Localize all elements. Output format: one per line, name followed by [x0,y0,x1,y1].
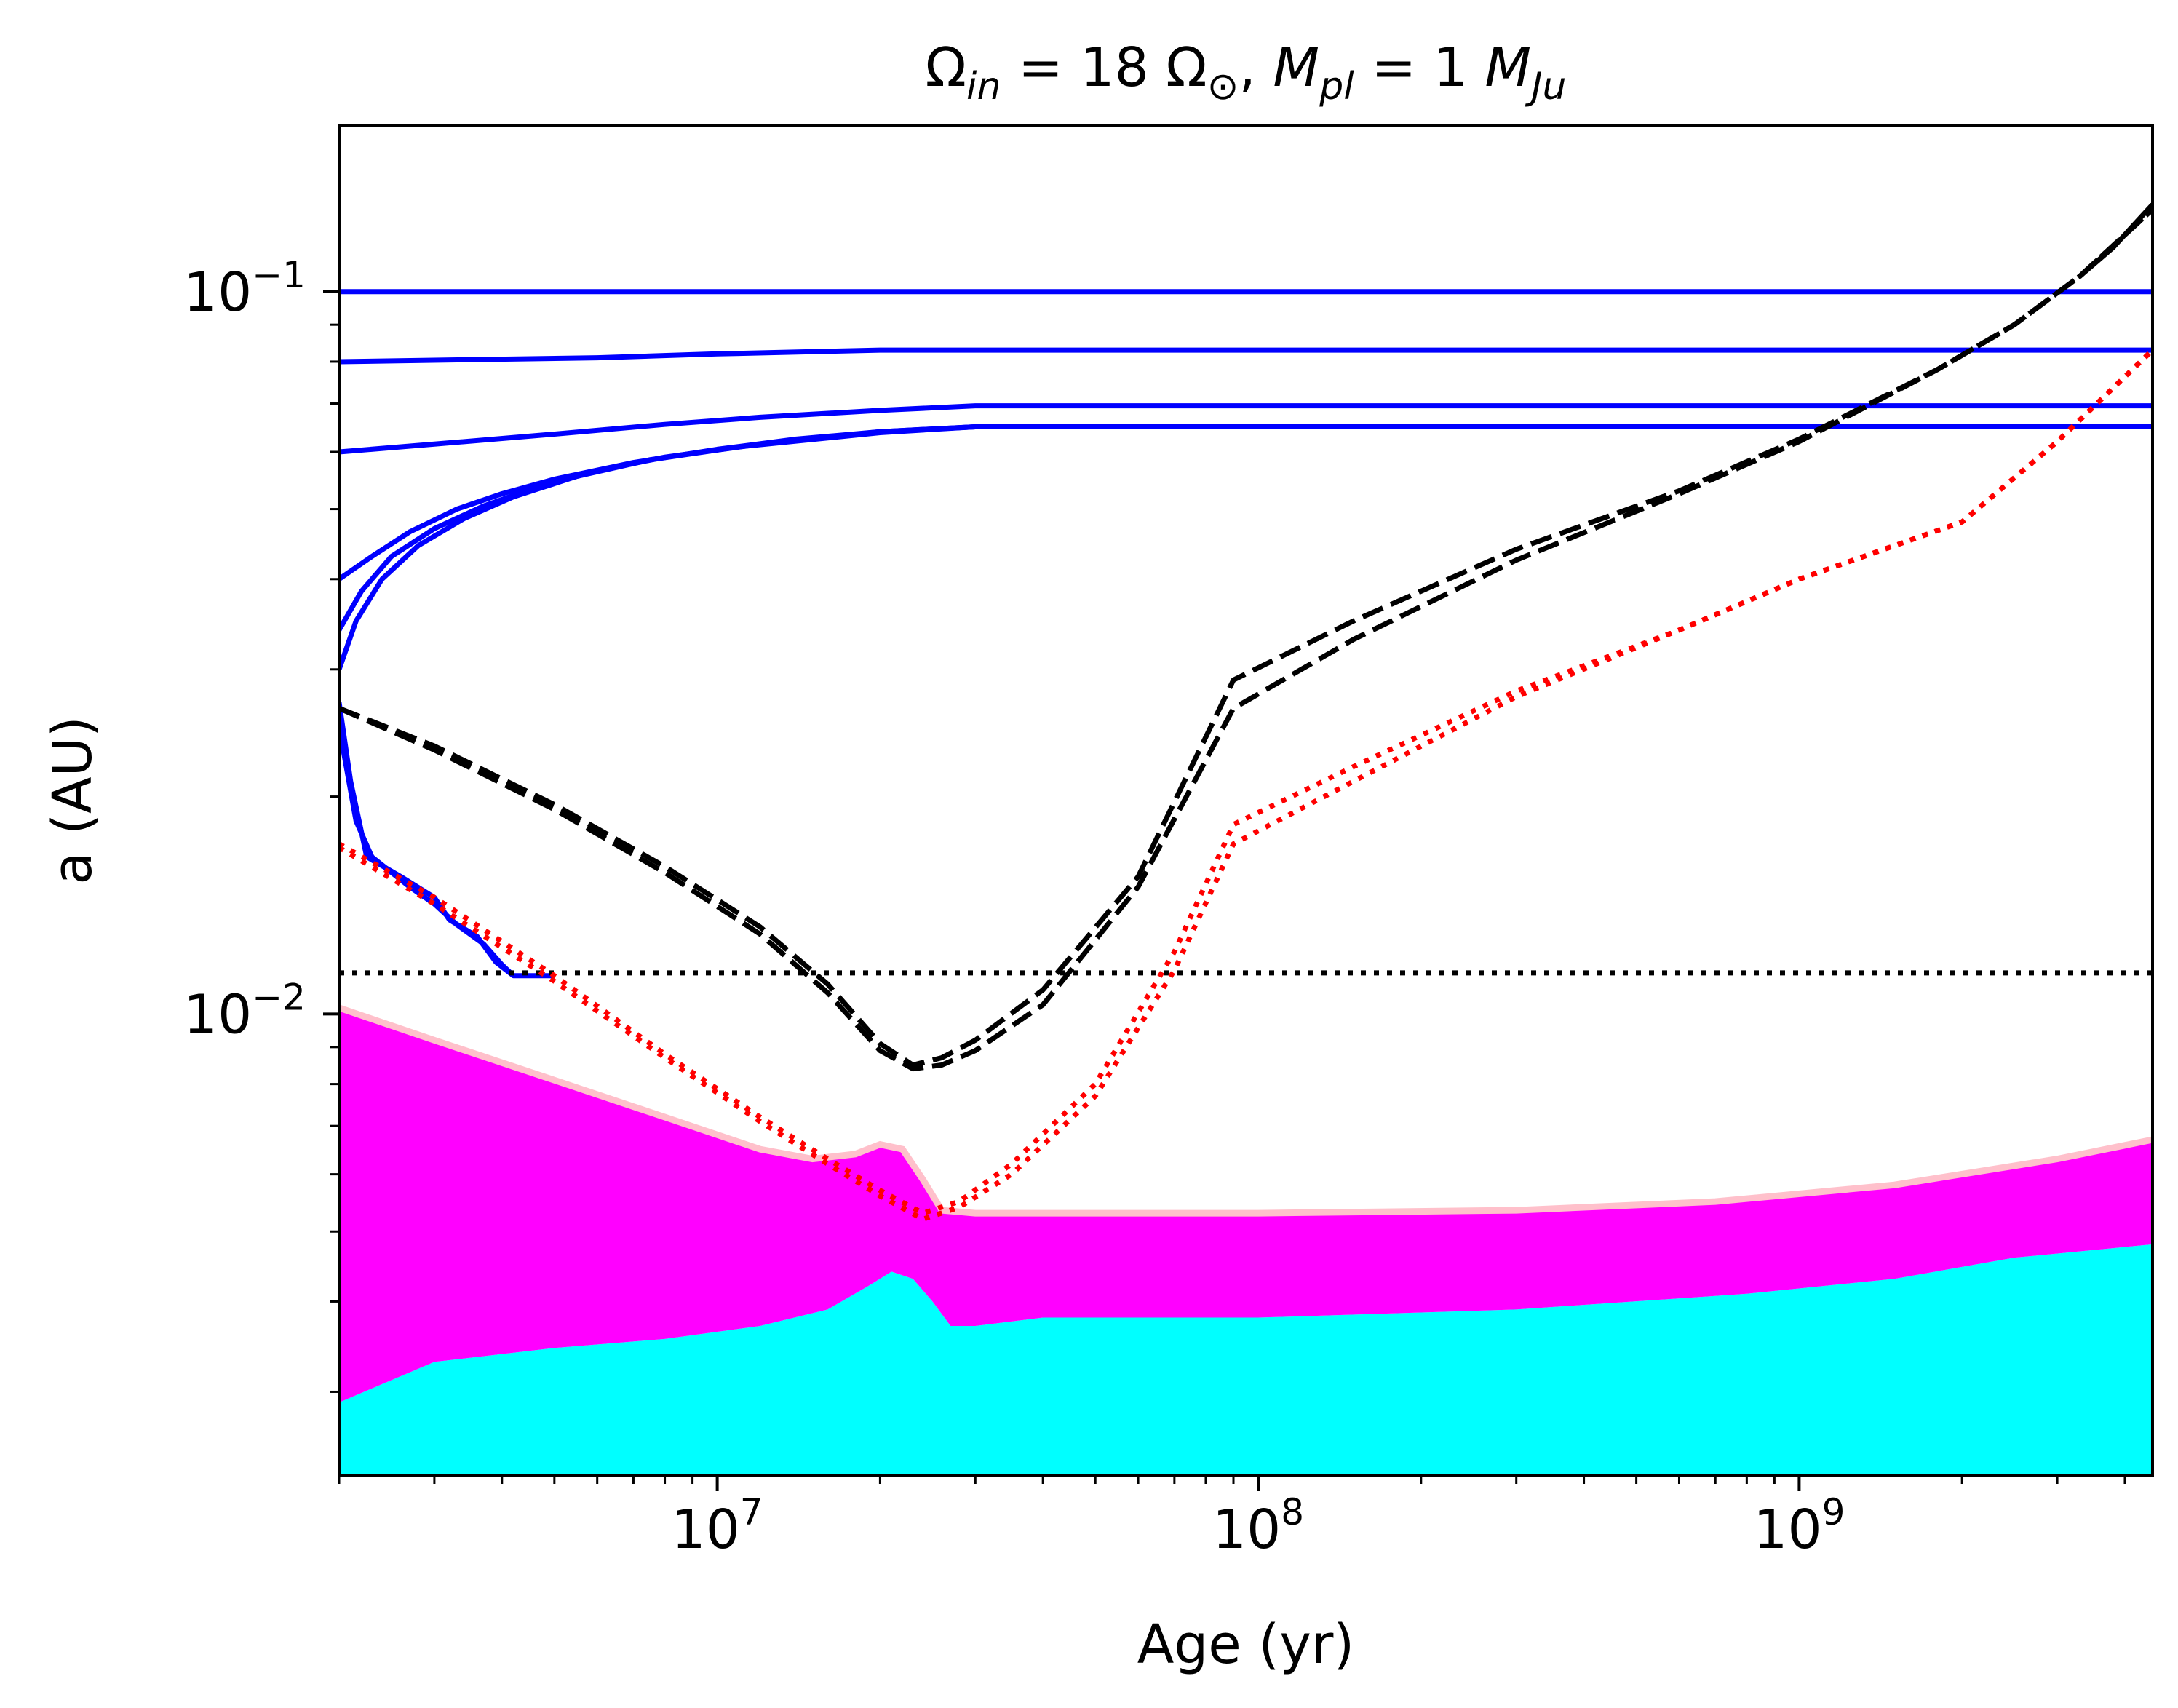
x-tick-base: 10 [1753,1498,1821,1561]
series-line-13 [339,348,2153,1216]
x-tick-base: 10 [1212,1498,1281,1561]
chart-title: Ωin = 18 Ω⊙, Mpl = 1 MJu [925,36,1566,108]
plot-area [339,202,2153,1475]
region-cyan [339,1244,2153,1475]
title-mass-sub: pl [1319,65,1354,108]
y-tick-base: 10 [183,983,252,1046]
series-line-8 [339,726,515,978]
region-magenta-edge [339,1004,2153,1217]
x-tick-label: 108 [1212,1491,1304,1561]
title-mass-value: = 1 [1354,36,1485,99]
title-separator: , [1239,36,1273,99]
x-tick-base: 10 [672,1498,740,1561]
series-line-2 [339,347,2153,365]
series-line-12 [2078,202,2153,279]
title-mass-unit-sub: Ju [1525,65,1566,108]
series-line-5 [339,424,2153,632]
x-tick-label: 109 [1753,1491,1845,1561]
y-tick-exp: −1 [252,254,306,296]
title-omega: Ω [925,36,966,99]
y-axis-label: a (AU) [41,716,104,884]
x-tick-label: 107 [672,1491,763,1561]
y-tick-base: 10 [183,261,252,324]
title-omega-sub: in [966,65,1001,108]
series-line-4 [339,424,2153,581]
axes-frame [338,124,2154,1477]
series-line-6 [339,424,2153,670]
title-sun-symbol: ⊙ [1207,65,1239,108]
series-line-7 [339,702,555,979]
x-tick-exp: 9 [1822,1491,1845,1533]
y-tick-label: 10−2 [183,976,306,1046]
y-tick-label: 10−1 [183,254,306,324]
y-tick-exp: −2 [252,976,306,1018]
title-mass: M [1273,36,1319,99]
title-mass-unit: M [1485,36,1531,99]
x-tick-exp: 7 [740,1491,763,1533]
series-line-3 [339,403,2153,455]
region-magenta [339,1007,2153,1403]
series-line-14 [339,348,2153,1222]
x-axis-label: Age (yr) [1137,1613,1355,1676]
title-omega-value: = 18 Ω [1001,36,1207,99]
x-tick-exp: 8 [1281,1491,1304,1533]
series-line-10 [339,207,2153,1068]
series-line-11 [339,207,2153,1072]
